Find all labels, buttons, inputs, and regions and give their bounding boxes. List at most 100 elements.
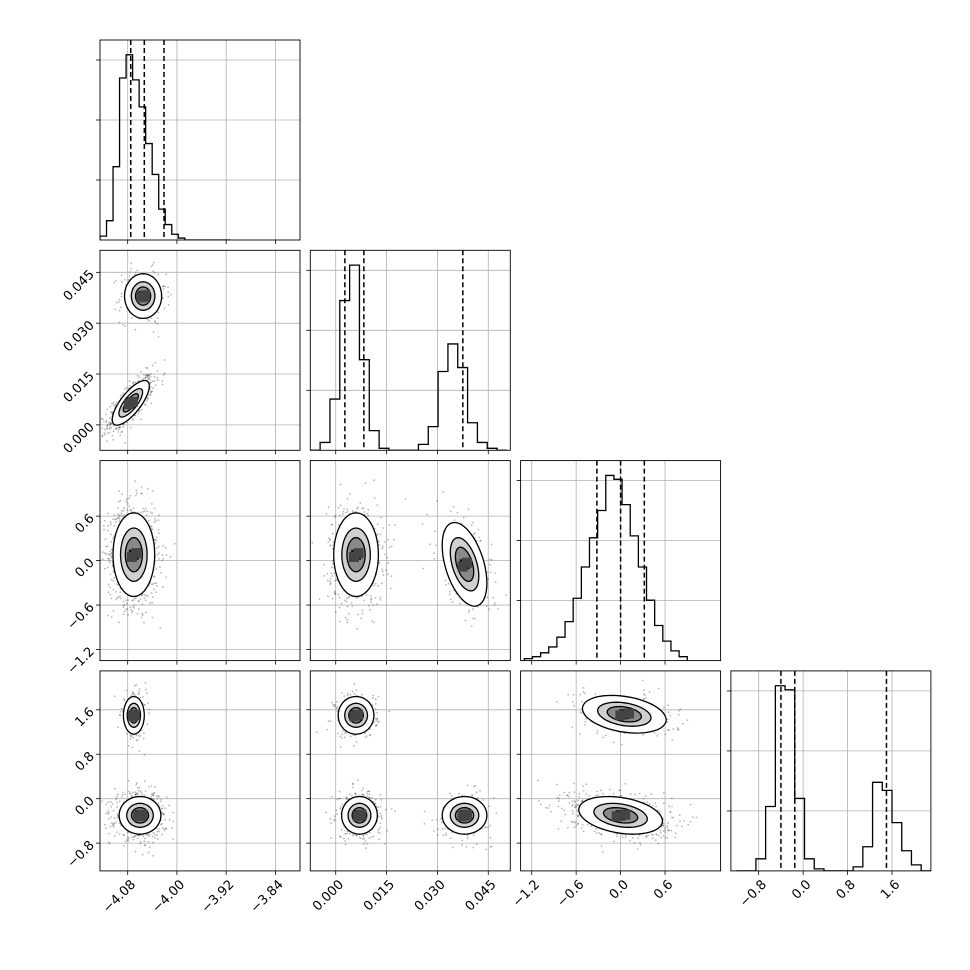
sample-point [113,817,116,820]
sample-point [153,575,155,578]
sample-point [346,830,349,833]
sample-point [151,364,154,367]
sample-point [334,592,336,595]
sample-point [346,621,348,624]
sample-point [444,827,446,829]
sample-point [134,794,137,797]
sample-point [157,519,160,521]
sample-point [349,693,352,696]
sample-point [138,786,141,789]
sample-point [153,538,156,541]
sample-point [128,384,131,387]
sample-point [134,850,137,853]
sample-point [112,401,115,404]
sample-point [154,785,156,788]
sample-point [390,545,393,548]
sample-point [135,793,137,795]
sample-point [354,510,357,513]
sample-point [160,571,162,574]
sample-point [380,798,383,801]
sample-point [107,583,110,586]
sample-point [122,426,125,428]
sample-point [379,596,382,599]
sample-point [107,841,110,843]
sample-point [123,507,126,510]
sample-point [117,726,119,729]
sample-point [140,408,143,411]
sample-point [111,803,114,805]
sample-point [143,844,146,847]
sample-point [131,735,134,737]
sample-point [154,836,156,839]
sample-point [330,837,332,839]
sample-point [155,591,157,593]
sample-point [107,553,110,555]
sample-point [329,580,331,583]
sample-point [128,505,131,508]
sample-point [332,532,334,535]
sample-point [146,397,149,400]
sample-point [148,319,150,322]
sample-point [104,428,106,431]
sample-point [118,833,121,835]
sample-point [468,609,471,612]
sample-point [146,833,149,836]
sample-point [109,586,111,588]
sample-point [156,376,158,379]
sample-point [154,538,157,541]
sample-point [130,267,133,270]
sample-point [152,490,154,492]
sample-point [344,731,347,734]
sample-point [135,739,138,742]
sample-point [144,844,147,847]
sample-point [151,835,154,838]
sample-point [602,736,604,739]
sample-point [379,805,382,808]
sample-point [112,430,115,433]
sample-point [132,836,135,838]
sample-point [466,834,469,837]
sample-point [426,513,428,516]
sample-point [107,525,110,527]
sample-point [122,833,125,836]
sample-point [107,810,109,813]
sample-point [645,697,647,699]
sample-point [149,846,151,849]
sample-point [436,834,439,837]
sample-point [379,822,382,825]
sample-point [336,706,338,708]
sample-point [159,627,162,630]
sample-point [111,548,113,551]
sample-point [375,724,377,727]
sample-point [368,793,371,796]
sample-point [150,373,153,375]
sample-point [342,729,344,732]
sample-point [131,691,134,693]
sample-point [162,373,165,376]
sample-point [105,545,107,548]
sample-point [445,583,447,586]
sample-point [466,784,469,787]
sample-point [459,602,461,605]
sample-point [465,845,468,848]
sample-point [580,712,583,715]
sample-point [127,840,130,842]
sample-point [158,558,161,560]
sample-point [372,604,374,606]
sample-point [133,693,136,695]
sample-point [377,584,380,587]
sample-point [132,736,134,739]
sample-point [423,810,426,813]
sample-point [152,583,154,585]
sample-point [113,695,116,698]
sample-point [140,616,143,619]
sample-point [394,524,397,526]
sample-point [662,834,665,837]
sample-point [136,374,139,377]
sample-point [149,511,152,513]
sample-point [379,794,382,796]
sample-point [147,702,149,704]
sample-point [345,796,348,799]
sample-point [110,426,113,429]
sample-point [643,694,646,697]
